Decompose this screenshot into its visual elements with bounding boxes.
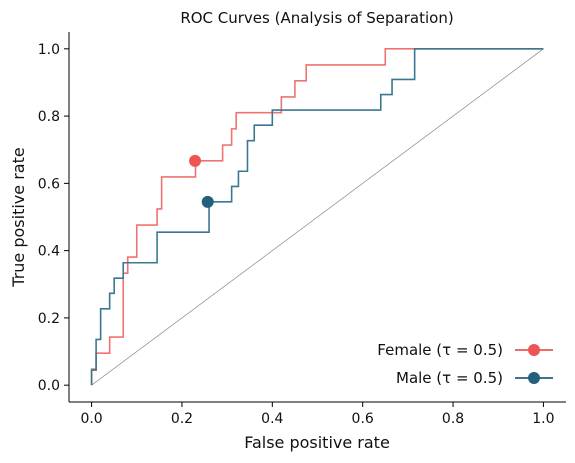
y-tick-label: 0.4 (38, 244, 60, 260)
threshold-marker-0 (189, 154, 202, 167)
y-tick-label: 0.6 (38, 176, 60, 192)
y-axis-ticks: 0.0 0.2 0.4 0.6 0.8 1.0 (38, 42, 69, 394)
x-tick-label: 0.6 (352, 411, 374, 427)
chart-title: ROC Curves (Analysis of Separation) (180, 9, 453, 27)
x-tick-label: 0.4 (261, 411, 283, 427)
y-axis-label: True positive rate (9, 147, 28, 287)
y-tick-label: 1.0 (38, 42, 60, 58)
legend-label-1: Male (τ = 0.5) (396, 369, 503, 387)
x-axis-label: False positive rate (244, 433, 390, 452)
y-tick-label: 0.8 (38, 109, 60, 125)
threshold-marker-1 (201, 195, 214, 208)
x-tick-label: 1.0 (532, 411, 554, 427)
legend-marker-1 (528, 372, 540, 384)
x-axis-ticks: 0.0 0.2 0.4 0.6 0.8 1.0 (80, 402, 555, 427)
y-tick-label: 0.0 (38, 378, 60, 394)
marker-layer (189, 154, 214, 208)
y-tick-label: 0.2 (38, 311, 60, 327)
series-line-1 (90, 48, 544, 386)
legend-marker-0 (528, 344, 540, 356)
legend-label-0: Female (τ = 0.5) (377, 341, 503, 359)
series-layer (90, 48, 544, 386)
legend: Female (τ = 0.5) Male (τ = 0.5) (377, 341, 553, 387)
plot-area (90, 48, 544, 386)
x-tick-label: 0.0 (80, 411, 102, 427)
series-line-0 (90, 48, 544, 386)
x-tick-label: 0.2 (171, 411, 193, 427)
chance-diagonal-line (91, 48, 544, 386)
x-tick-label: 0.8 (442, 411, 464, 427)
